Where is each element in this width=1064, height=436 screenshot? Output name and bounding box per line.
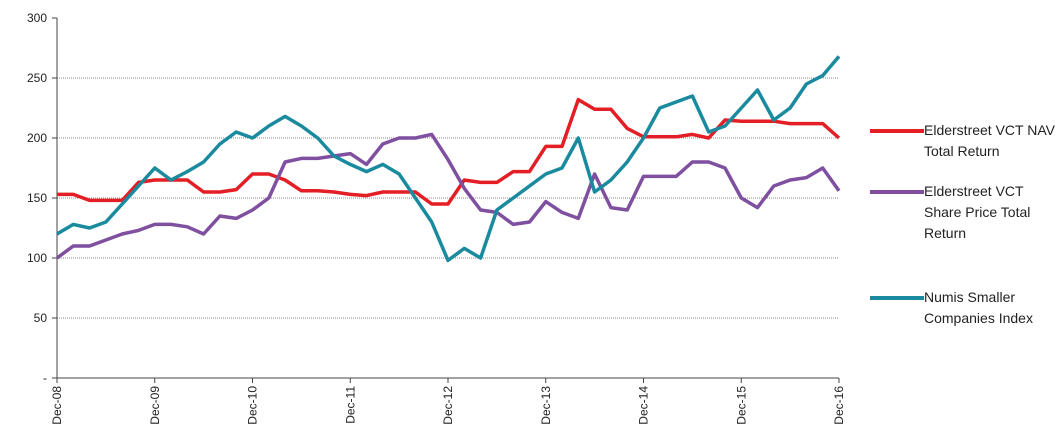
legend-label: Elderstreet VCT Share Price Total Return xyxy=(924,183,1031,241)
y-tick-label: 200 xyxy=(27,131,47,145)
legend-swatch xyxy=(870,287,924,308)
legend-line xyxy=(870,190,924,194)
legend-line xyxy=(870,296,924,300)
y-tick-label: 250 xyxy=(27,71,47,85)
legend-swatch xyxy=(870,120,924,141)
line-series xyxy=(55,132,841,260)
x-tick-label: Dec-09 xyxy=(148,386,162,425)
y-tick-label: 150 xyxy=(27,191,47,205)
y-tick-label: - xyxy=(43,371,47,385)
x-tick-label: Dec-12 xyxy=(441,386,455,425)
legend-entry: Numis Smaller Companies Index xyxy=(870,287,1064,329)
legend-entry: Elderstreet VCT Share Price Total Return xyxy=(870,181,1064,244)
legend: Elderstreet VCT NAV Total Return Elderstr… xyxy=(870,0,1064,436)
legend-label: Elderstreet VCT NAV Total Return xyxy=(924,122,1055,159)
line-series xyxy=(57,97,841,206)
y-tick-label: 50 xyxy=(34,311,48,325)
legend-entry: Elderstreet VCT NAV Total Return xyxy=(870,120,1064,162)
legend-line xyxy=(870,129,924,133)
legend-swatch xyxy=(870,181,924,202)
chart: - 50 100 150 200 250 300 Dec-08 Dec-09 Dec-10 Dec-… xyxy=(27,11,846,425)
x-tick-label: Dec-13 xyxy=(539,386,553,425)
x-tick-label: Dec-16 xyxy=(832,386,846,425)
x-tick-label: Dec-14 xyxy=(637,386,651,425)
x-tick-label: Dec-11 xyxy=(343,386,357,424)
line-series xyxy=(56,55,841,263)
x-tick-label: Dec-15 xyxy=(734,386,748,425)
x-tick-label: Dec-08 xyxy=(50,386,64,425)
y-tick-label: 100 xyxy=(27,251,47,265)
y-tick-label: 300 xyxy=(27,11,47,25)
legend-label: Numis Smaller Companies Index xyxy=(924,289,1033,326)
x-tick-label: Dec-10 xyxy=(246,386,260,425)
